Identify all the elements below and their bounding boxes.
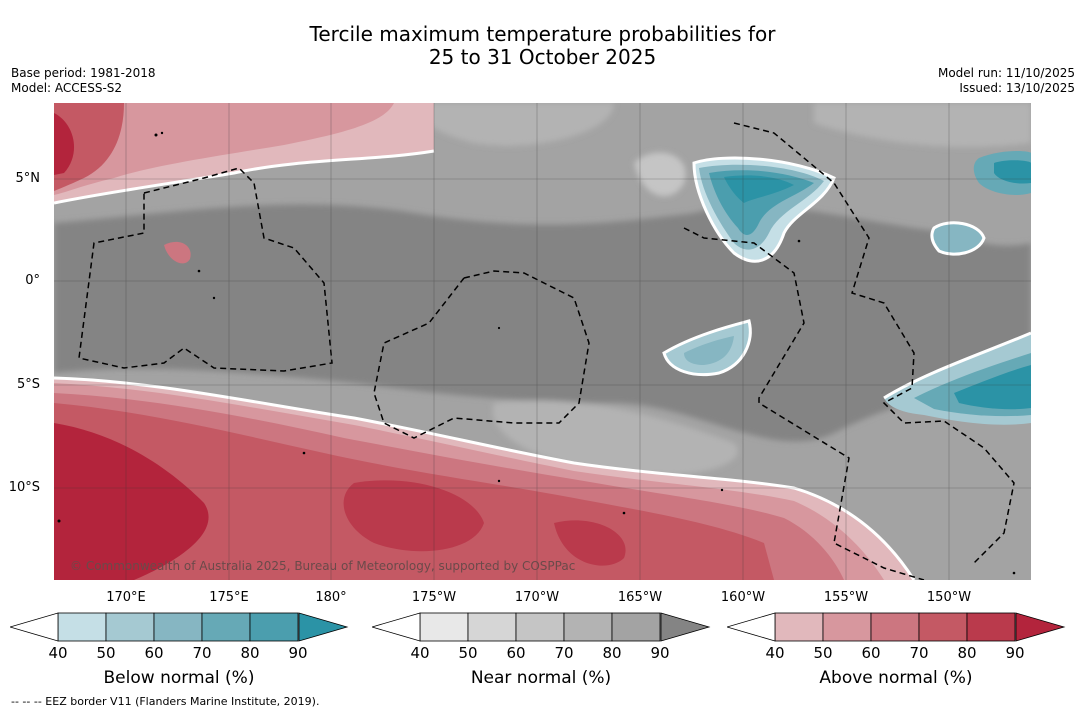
cb-near-tick-60: 60: [506, 644, 526, 662]
colorbar-segment: [563, 612, 613, 642]
copyright-notice: © Commonwealth of Australia 2025, Bureau…: [70, 559, 576, 573]
probability-map: [54, 103, 1031, 580]
map-title-line1: Tercile maximum temperature probabilitie…: [309, 22, 776, 46]
cb-below-tick-60: 60: [144, 644, 164, 662]
cb-below-tick-50: 50: [96, 644, 116, 662]
lat-tick-5n: 5°N: [15, 171, 41, 186]
colorbar-above-max-triangle: [1015, 612, 1066, 642]
colorbar-segment: [822, 612, 872, 642]
cb-near-tick-50: 50: [458, 644, 478, 662]
cb-above-tick-50: 50: [813, 644, 833, 662]
near-normal-90-region: [54, 204, 1031, 442]
colorbar-above-min-triangle: [727, 612, 776, 642]
model-label: Model: ACCESS-S2: [11, 81, 123, 95]
colorbar-near-max-triangle: [660, 612, 711, 642]
cb-above-tick-40: 40: [765, 644, 785, 662]
colorbar-above-normal: [727, 612, 1066, 642]
colorbar-segment: [918, 612, 968, 642]
lat-tick-0: 0°: [25, 273, 40, 288]
colorbar-below-min-triangle: [10, 612, 59, 642]
cb-above-tick-60: 60: [861, 644, 881, 662]
grid-lines: [54, 103, 1031, 580]
colorbar-below-normal: [10, 612, 349, 642]
eez-borders: [78, 122, 1015, 580]
cb-below-tick-70: 70: [192, 644, 212, 662]
above-normal-south-region: [54, 376, 916, 580]
lon-tick-170w: 170°W: [514, 590, 560, 605]
below-normal-central-patch: [662, 319, 752, 377]
issued-label: Issued: 13/10/2025: [959, 81, 1075, 95]
cb-above-tick-70: 70: [909, 644, 929, 662]
cb-above-tick-80: 80: [957, 644, 977, 662]
below-normal-east-patch: [883, 331, 1031, 425]
lat-tick-10s: 10°S: [8, 480, 40, 495]
colorbar-segment: [419, 612, 469, 642]
model-run-label: Model run: 11/10/2025: [937, 66, 1075, 80]
colorbar-segment: [515, 612, 565, 642]
colorbar-segment: [249, 612, 299, 642]
colorbar-near-normal: [372, 612, 711, 642]
colorbar-below-max-triangle: [298, 612, 349, 642]
colorbar-segment: [467, 612, 517, 642]
base-period-label: Base period: 1981-2018: [11, 66, 156, 80]
near-normal-70-patch-s: [492, 400, 738, 476]
lon-tick-175w: 175°W: [411, 590, 457, 605]
near-normal-70-patch-ne: [814, 103, 1031, 147]
colorbar-segment: [201, 612, 251, 642]
lon-tick-155w: 155°W: [823, 590, 869, 605]
lon-tick-180: 180°: [315, 590, 347, 605]
cb-below-tick-80: 80: [240, 644, 260, 662]
eez-legend: -- -- -- EEZ border V11 (Flanders Marine…: [11, 695, 320, 708]
map-title-line2: 25 to 31 October 2025: [428, 45, 657, 69]
above-normal-north-region: [54, 103, 435, 264]
colorbar-segment: [153, 612, 203, 642]
near-normal-70-patch: [414, 103, 614, 146]
colorbar-segment: [870, 612, 920, 642]
cb-near-tick-80: 80: [602, 644, 622, 662]
cb-below-label: Below normal (%): [103, 668, 255, 688]
colorbar-near-min-triangle: [372, 612, 421, 642]
cb-below-tick-90: 90: [288, 644, 308, 662]
lon-tick-170e: 170°E: [106, 590, 146, 605]
lon-tick-175e: 175°E: [209, 590, 249, 605]
below-normal-northeast-patch: [930, 150, 1031, 256]
cb-near-tick-40: 40: [410, 644, 430, 662]
cb-near-label: Near normal (%): [470, 668, 612, 688]
lon-tick-150w: 150°W: [926, 590, 972, 605]
cb-near-tick-90: 90: [650, 644, 670, 662]
cb-above-label: Above normal (%): [819, 668, 973, 688]
near-normal-60-patch: [634, 152, 686, 197]
colorbar-segment: [105, 612, 155, 642]
lon-tick-165w: 165°W: [617, 590, 663, 605]
colorbar-segment: [966, 612, 1016, 642]
cb-below-tick-40: 40: [48, 644, 68, 662]
colorbar-segment: [611, 612, 661, 642]
lon-tick-160w: 160°W: [720, 590, 766, 605]
cb-above-tick-90: 90: [1005, 644, 1025, 662]
below-normal-north-patch: [692, 156, 836, 263]
islands: [57, 131, 1016, 575]
colorbar-segment: [57, 612, 107, 642]
lat-tick-5s: 5°S: [16, 377, 40, 392]
cb-near-tick-70: 70: [554, 644, 574, 662]
colorbar-segment: [774, 612, 824, 642]
